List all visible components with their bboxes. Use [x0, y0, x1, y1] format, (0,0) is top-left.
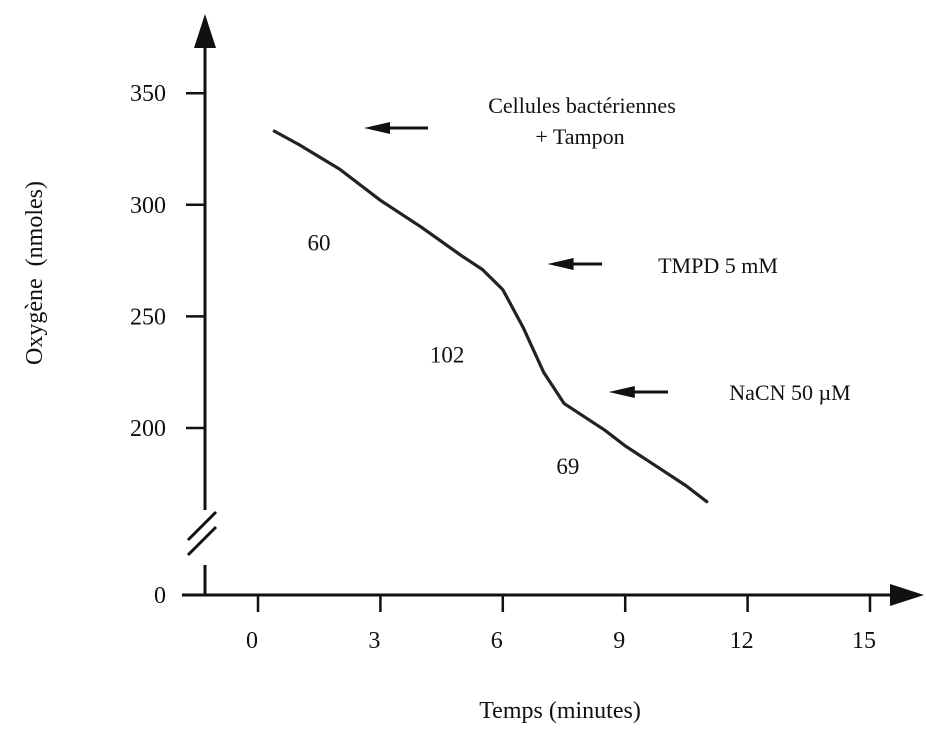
annotation-text: NaCN 50 µM	[729, 380, 850, 405]
annotation-line: + Tampon	[535, 124, 624, 149]
x-tick-label: 3	[368, 628, 380, 654]
series	[272, 129, 709, 504]
annotation-arrowhead	[608, 386, 635, 398]
rate-label: 102	[430, 342, 465, 367]
x-tick-label: 15	[852, 628, 876, 654]
rate-label: 69	[556, 454, 579, 479]
annotation-arrowhead	[364, 122, 390, 134]
annotation-text: Cellules bactériennes + Tampon	[488, 93, 676, 149]
y-axis-arrowhead	[194, 14, 216, 48]
annotations: Cellules bactériennes + Tampon TMPD 5 mM Na…	[364, 93, 851, 405]
y-tick-label: 250	[130, 304, 166, 330]
x-tick-label: 12	[730, 628, 754, 654]
annotation-line: TMPD 5 mM	[658, 253, 778, 278]
x-tick-label: 6	[491, 628, 503, 654]
y-axis-title: Oxygène (nmoles)	[22, 181, 48, 365]
axes	[182, 14, 924, 606]
x-axis-arrowhead	[890, 584, 924, 606]
x-ticks: 0 3 6 9 12 15	[246, 595, 876, 654]
annotation-text: TMPD 5 mM	[658, 253, 778, 278]
annotation-line: Cellules bactériennes	[488, 93, 676, 118]
x-tick-label: 0	[246, 628, 258, 654]
y-tick-label: 300	[130, 193, 166, 219]
x-axis-title: Temps (minutes)	[479, 698, 641, 724]
oxygen-trace-line	[272, 129, 709, 504]
x-tick-label: 9	[613, 628, 625, 654]
y-tick-label: 0	[154, 583, 166, 609]
annotation-line: NaCN 50 µM	[729, 380, 850, 405]
annotation-arrowhead	[547, 258, 574, 270]
rate-label: 60	[307, 231, 330, 256]
axis-break-mark	[186, 510, 218, 542]
rate-labels: 60 102 69	[307, 231, 579, 479]
y-tick-label: 200	[130, 416, 166, 442]
y-ticks: 0 200 250 300 350	[130, 81, 205, 609]
y-tick-label: 350	[130, 81, 166, 107]
axis-break-mark	[186, 525, 218, 557]
